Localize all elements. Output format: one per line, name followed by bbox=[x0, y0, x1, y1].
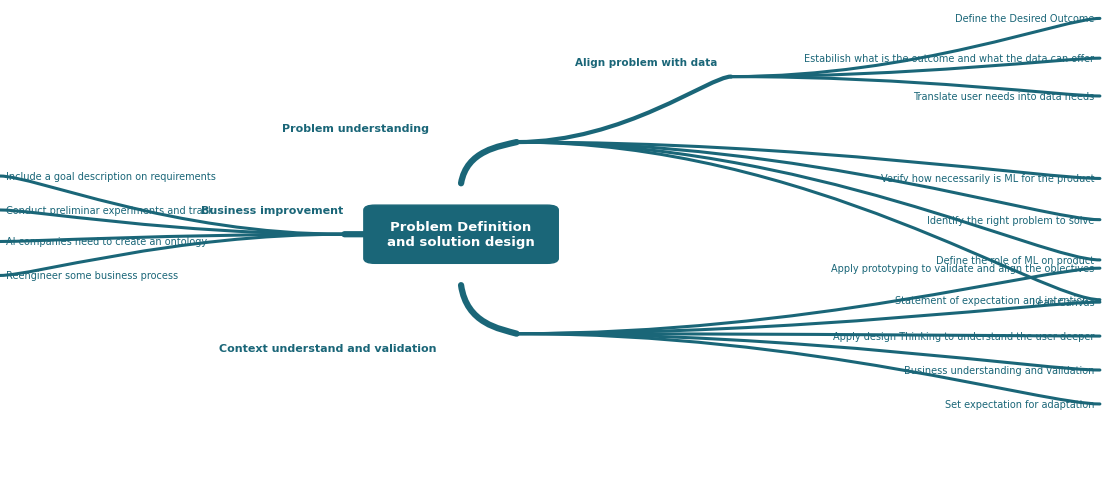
Text: Include a goal description on requirements: Include a goal description on requiremen… bbox=[6, 172, 216, 182]
Text: Align problem with data: Align problem with data bbox=[575, 58, 718, 68]
Text: Apply prototyping to validate and align the objectives: Apply prototyping to validate and align … bbox=[831, 264, 1094, 273]
Text: Conduct preliminar experiments and track: Conduct preliminar experiments and track bbox=[6, 206, 213, 215]
Text: Context understand and validation: Context understand and validation bbox=[219, 344, 437, 353]
Text: Business understanding and validation: Business understanding and validation bbox=[904, 365, 1094, 375]
FancyBboxPatch shape bbox=[363, 206, 558, 264]
Text: Identify the right problem to solve: Identify the right problem to solve bbox=[927, 215, 1094, 225]
Text: Reengineer some business process: Reengineer some business process bbox=[6, 271, 178, 281]
Text: Statement of expectation and intention :: Statement of expectation and intention : bbox=[894, 295, 1094, 305]
Text: AI companies need to create an ontology: AI companies need to create an ontology bbox=[6, 237, 207, 247]
Text: Translate user needs into data needs: Translate user needs into data needs bbox=[913, 92, 1094, 102]
Text: Set expectation for adaptation: Set expectation for adaptation bbox=[944, 399, 1094, 409]
Text: Problem understanding: Problem understanding bbox=[282, 123, 429, 133]
Text: Verify how necessarily is ML for the product: Verify how necessarily is ML for the pro… bbox=[881, 174, 1094, 184]
Text: Lean Canvas: Lean Canvas bbox=[1032, 298, 1094, 307]
Text: Apply design Thinking to understand the user deeper: Apply design Thinking to understand the … bbox=[833, 332, 1094, 341]
Text: Problem Definition
and solution design: Problem Definition and solution design bbox=[388, 221, 534, 249]
Text: Define the role of ML on product: Define the role of ML on product bbox=[937, 256, 1094, 265]
Text: Define the Desired Outcome: Define the Desired Outcome bbox=[955, 15, 1094, 24]
Text: Business improvement: Business improvement bbox=[201, 206, 343, 215]
Text: Estabilish what is the outcome and what the data can offer: Estabilish what is the outcome and what … bbox=[804, 54, 1094, 64]
